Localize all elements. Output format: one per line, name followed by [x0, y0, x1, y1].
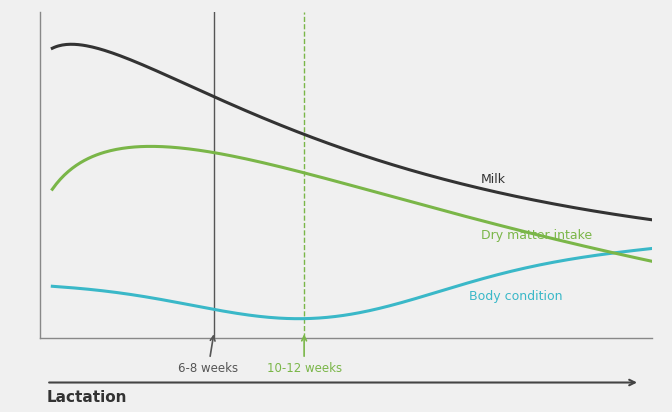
Text: Body condition: Body condition	[469, 290, 562, 303]
Text: 10-12 weeks: 10-12 weeks	[267, 336, 341, 375]
Text: Dry matter intake: Dry matter intake	[481, 229, 592, 242]
Text: Lactation: Lactation	[46, 391, 127, 405]
Text: 6-8 weeks: 6-8 weeks	[178, 336, 239, 375]
Text: Milk: Milk	[481, 173, 506, 186]
